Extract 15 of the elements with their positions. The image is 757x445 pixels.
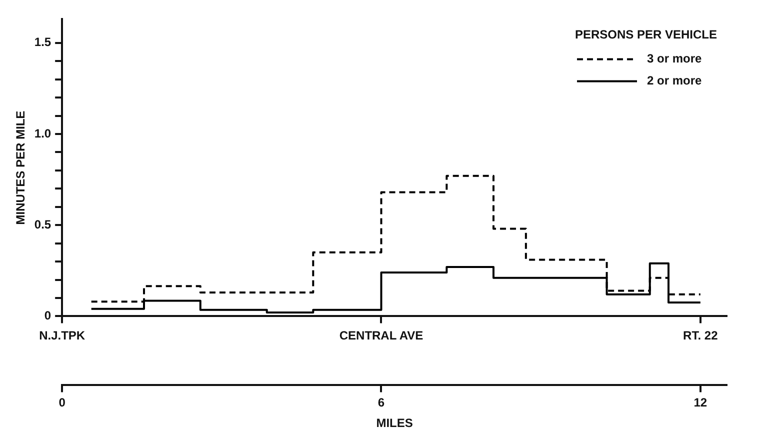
x-tick-label: 12 <box>694 396 708 410</box>
text: RT. 22 <box>683 328 718 343</box>
x-tick-label: 0 <box>58 396 66 410</box>
text: N.J.TPK <box>39 328 86 343</box>
legend-title: PERSONS PER VEHICLE <box>574 28 717 42</box>
y-tick-label: 0.5 <box>34 217 52 232</box>
y-tick-label: 0 <box>44 308 52 323</box>
x-axis-title: MILES <box>376 416 413 430</box>
y-tick-label: 1.0 <box>34 126 52 140</box>
legend-label: 3 or more <box>647 52 702 66</box>
y-axis-title: MINUTES PER MILE <box>14 110 28 225</box>
y-tick-label: 1.5 <box>34 35 52 50</box>
text: CENTRAL AVE <box>339 328 424 343</box>
legend-label: 2 or more <box>647 74 702 88</box>
x-tick-label: 6 <box>378 396 385 410</box>
